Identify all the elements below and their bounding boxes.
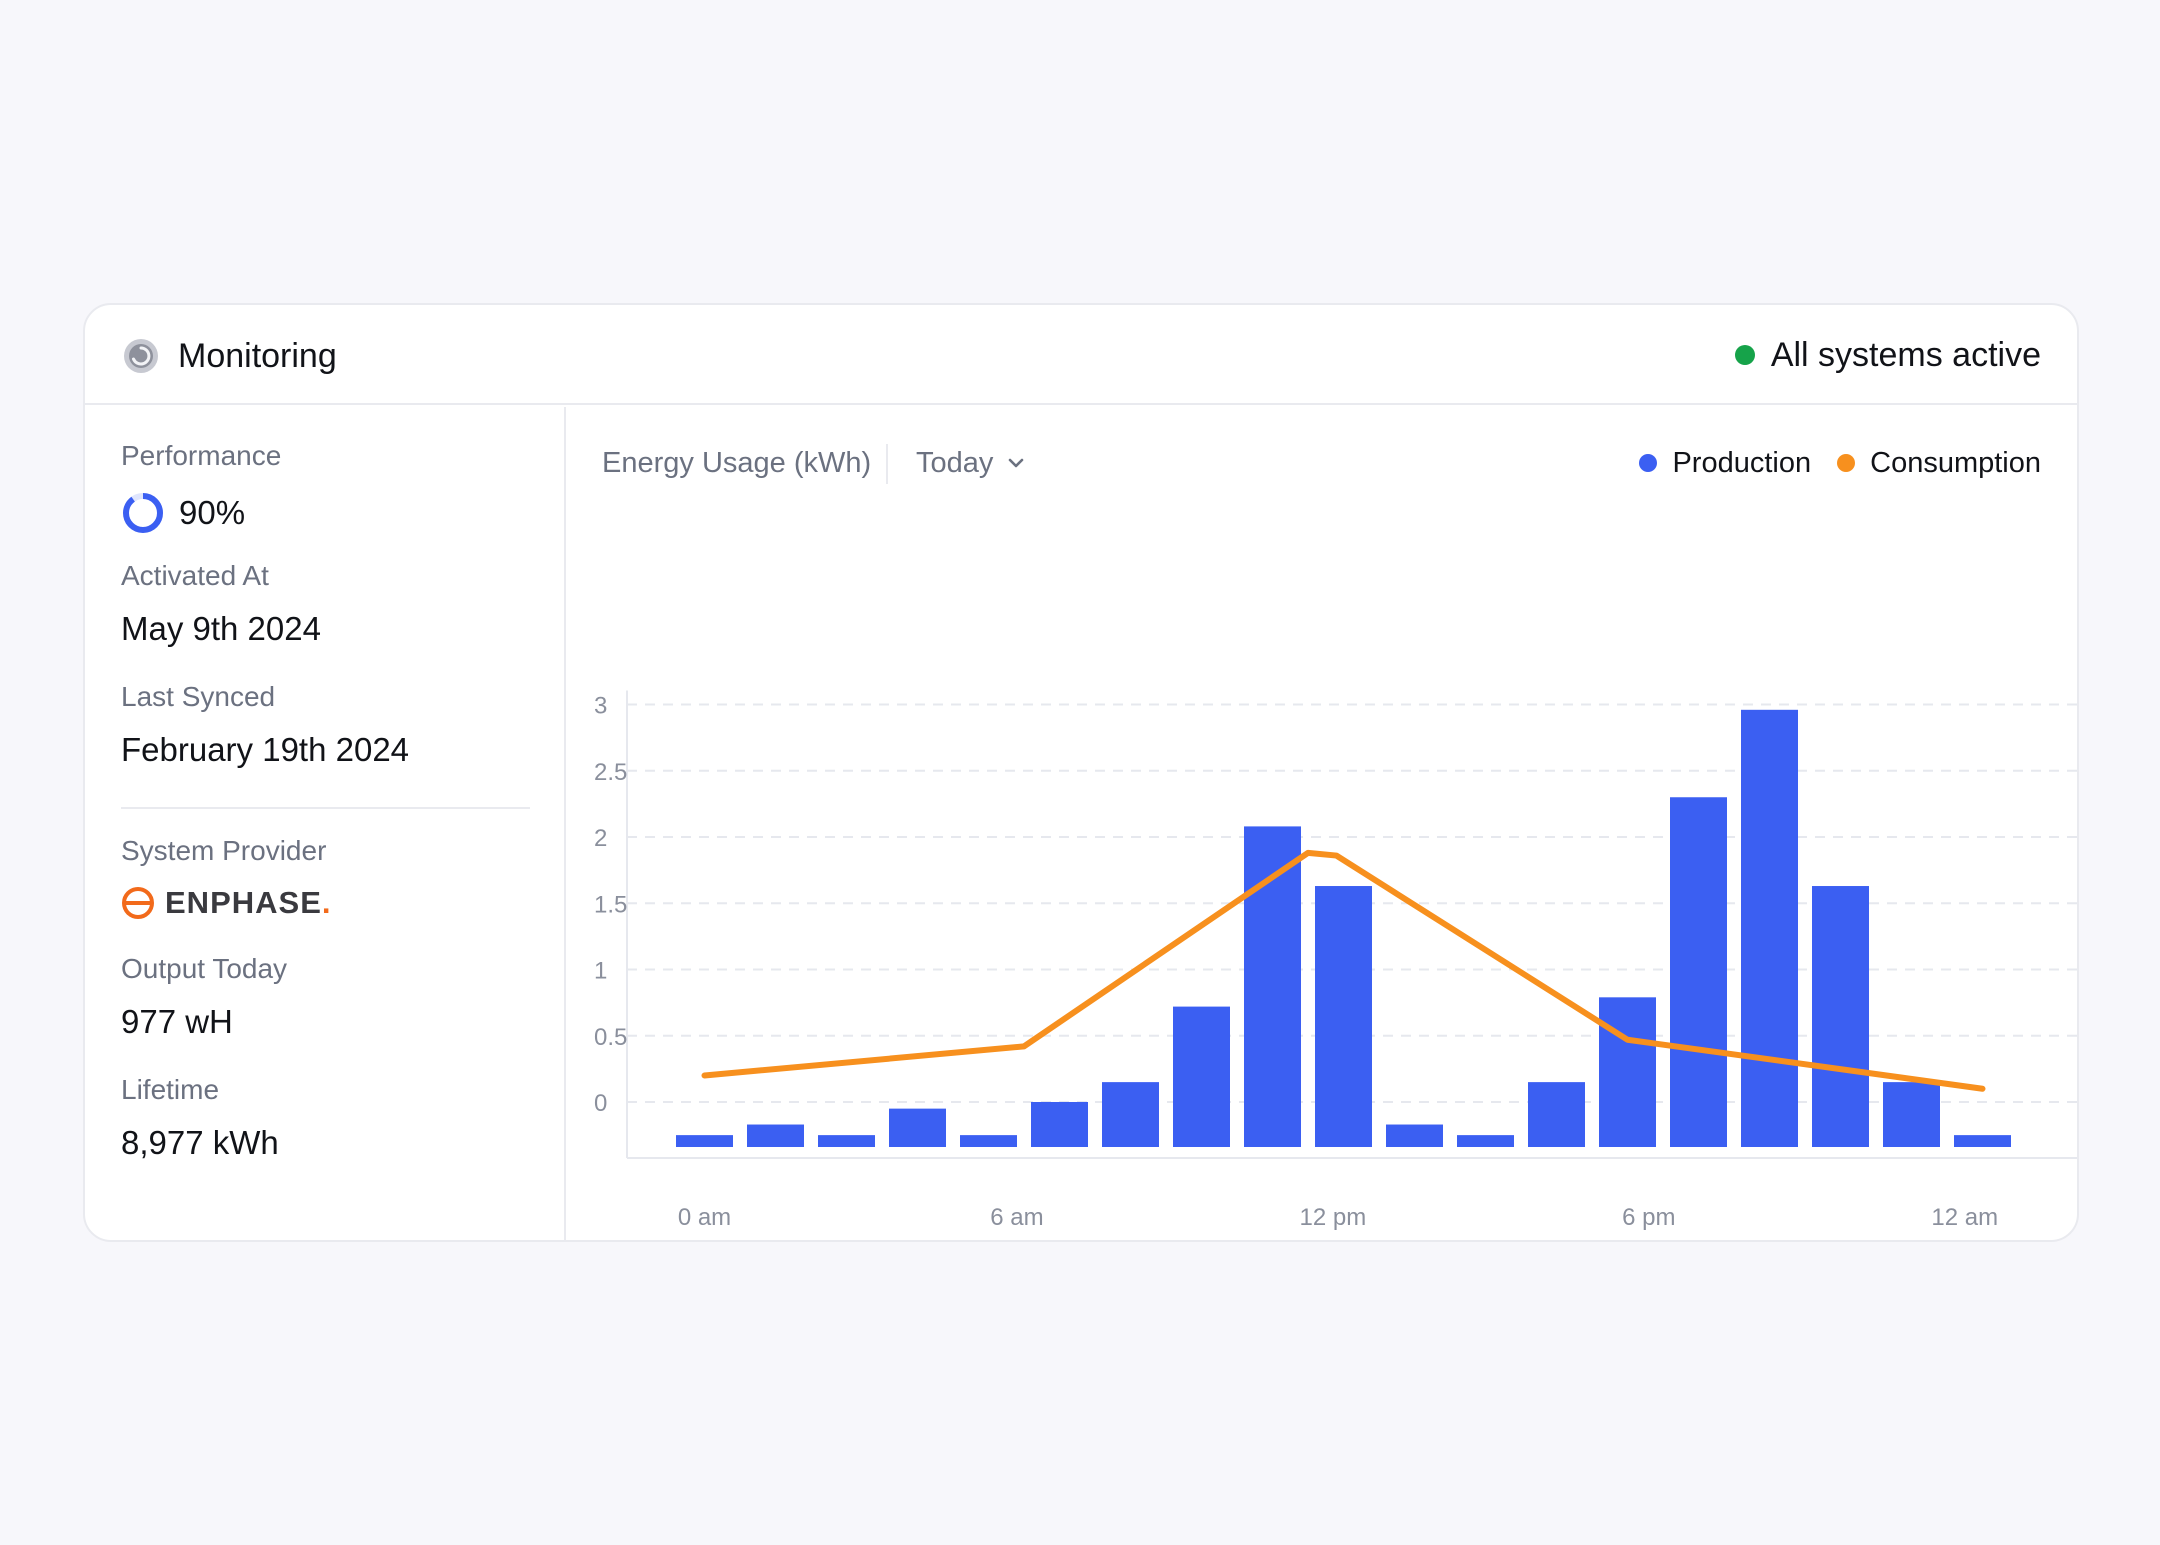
output-today-label: Output Today: [121, 953, 288, 984]
system-provider-label: System Provider: [121, 835, 327, 866]
provider-name: ENPHASE: [165, 885, 322, 920]
date-range-value: Today: [916, 447, 994, 479]
chart-legend: Production Consumption: [1613, 445, 2041, 481]
date-range-dropdown[interactable]: Today: [916, 445, 1027, 481]
production-bar: [960, 1135, 1017, 1147]
y-tick-label: 1.5: [594, 891, 627, 918]
legend-item-consumption[interactable]: Consumption: [1837, 445, 2041, 481]
last-synced-value: February 19th 2024: [121, 731, 410, 768]
x-tick-label: 6 pm: [1622, 1204, 1675, 1231]
status-dot-icon: [1734, 345, 1755, 365]
production-dot-icon: [1639, 454, 1658, 472]
lifetime-value: 8,977 kWh: [121, 1124, 279, 1161]
energy-chart-panel: Energy Usage (kWh) Today Production Cons…: [568, 407, 2077, 1240]
production-bar: [1031, 1102, 1088, 1147]
legend-label-consumption: Consumption: [1870, 447, 2041, 479]
production-bar: [1883, 1082, 1940, 1147]
last-synced-label: Last Synced: [121, 681, 276, 712]
production-bar: [1386, 1124, 1443, 1147]
production-bar: [1102, 1082, 1159, 1147]
production-bar: [1173, 1006, 1230, 1147]
monitoring-card: Monitoring All systems active Performanc…: [83, 303, 2079, 1242]
production-bar: [747, 1124, 804, 1147]
x-tick-label: 0 am: [678, 1204, 731, 1231]
provider-logo: ENPHASE.: [121, 885, 331, 921]
production-bar: [1599, 997, 1656, 1147]
consumption-dot-icon: [1837, 454, 1856, 472]
x-tick-label: 12 pm: [1299, 1204, 1366, 1231]
enphase-logo-icon: [122, 887, 154, 919]
consumption-line: [701, 849, 1986, 1092]
y-tick-label: 1: [594, 958, 607, 985]
divider: [121, 807, 530, 809]
y-tick-label: 2: [594, 825, 607, 852]
production-bar: [1812, 886, 1869, 1147]
status-text: All systems active: [1770, 336, 2041, 374]
chart-title: Energy Usage (kWh): [602, 447, 872, 479]
monitoring-icon: [124, 339, 158, 373]
title-separator: [886, 444, 888, 484]
production-bar: [1315, 886, 1372, 1147]
activated-label: Activated At: [121, 560, 269, 591]
x-tick-label: 12 am: [1931, 1204, 1998, 1231]
production-bar: [889, 1108, 946, 1147]
lifetime-label: Lifetime: [121, 1074, 220, 1105]
energy-usage-chart: 0 0.5 1 1.5 2 2.5 3 0 am 6 am 12 pm 6 pm 12 am: [594, 690, 2077, 1231]
production-bar: [1741, 709, 1798, 1147]
production-bar: [1670, 797, 1727, 1147]
y-tick-label: 0.5: [594, 1024, 627, 1051]
production-bar: [1954, 1135, 2011, 1147]
provider-name-dot: .: [321, 885, 331, 920]
output-today-value: 977 wH: [121, 1003, 233, 1040]
y-tick-label: 2.5: [594, 759, 627, 786]
legend-item-production[interactable]: Production: [1639, 445, 1811, 481]
legend-label-production: Production: [1672, 447, 1812, 479]
production-bar: [818, 1135, 875, 1147]
x-tick-label: 6 am: [990, 1204, 1043, 1231]
page-title: Monitoring: [178, 337, 337, 375]
production-bar: [1457, 1135, 1514, 1147]
performance-row: 90%: [121, 491, 245, 535]
status-indicator: All systems active: [1734, 334, 2041, 376]
activated-value: May 9th 2024: [121, 610, 321, 647]
y-tick-label: 3: [594, 693, 607, 720]
chevron-down-icon: [1009, 458, 1024, 468]
production-bar: [1528, 1082, 1585, 1147]
performance-ring-icon: [123, 493, 163, 533]
performance-value: 90%: [179, 494, 246, 531]
y-tick-label: 0: [594, 1090, 607, 1117]
performance-label: Performance: [121, 440, 282, 471]
production-bar: [676, 1135, 733, 1147]
system-info-panel: Performance 90% Activated At May 9th 202…: [85, 407, 566, 1240]
card-header: Monitoring All systems active: [85, 305, 2077, 405]
